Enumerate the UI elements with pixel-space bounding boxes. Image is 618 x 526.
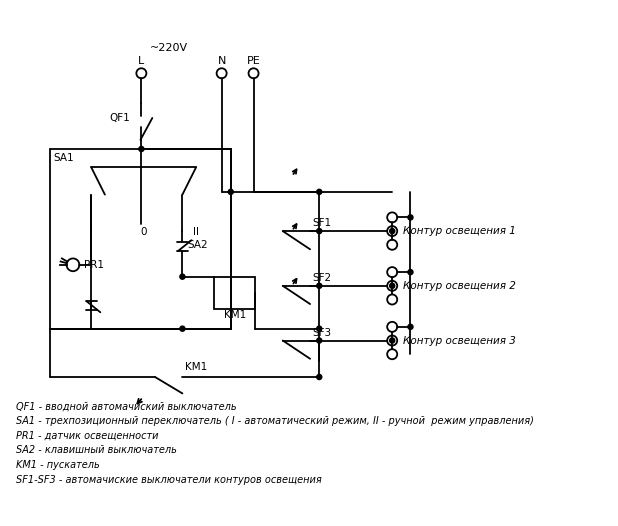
Circle shape — [389, 338, 395, 343]
Text: PR1 - датчик освещенности: PR1 - датчик освещенности — [17, 431, 159, 441]
Text: Контур освещения 3: Контур освещения 3 — [403, 336, 516, 346]
Text: N: N — [218, 56, 226, 66]
Text: SF1: SF1 — [312, 218, 331, 228]
Text: QF1: QF1 — [109, 113, 130, 123]
Circle shape — [180, 326, 185, 331]
Circle shape — [316, 283, 322, 288]
Text: SA2 - клавишный выключатель: SA2 - клавишный выключатель — [17, 446, 177, 456]
Text: Контур освещения 2: Контур освещения 2 — [403, 281, 516, 291]
Circle shape — [316, 375, 322, 380]
Text: SA2: SA2 — [187, 240, 208, 250]
Circle shape — [408, 269, 413, 275]
Circle shape — [408, 325, 413, 329]
Circle shape — [316, 326, 322, 331]
Circle shape — [389, 228, 395, 234]
Text: 0: 0 — [140, 227, 146, 237]
Text: Контур освещения 1: Контур освещения 1 — [403, 226, 516, 236]
Circle shape — [316, 189, 322, 195]
Text: SF1-SF3 - автомачиские выключатели контуров освещения: SF1-SF3 - автомачиские выключатели конту… — [17, 474, 322, 484]
Circle shape — [389, 283, 395, 288]
Circle shape — [228, 189, 234, 195]
Text: KM1: KM1 — [185, 362, 207, 372]
Text: PR1: PR1 — [84, 260, 104, 270]
Text: KM1 - пускатель: KM1 - пускатель — [17, 460, 100, 470]
Text: II: II — [193, 227, 199, 237]
Text: SA1 - трехпозиционный переключатель ( I - автоматический режим, II - ручной  реж: SA1 - трехпозиционный переключатель ( I … — [17, 416, 535, 426]
Bar — [50, 149, 231, 329]
Text: ~220V: ~220V — [150, 43, 188, 53]
Text: KM1: KM1 — [224, 310, 246, 320]
Text: PE: PE — [247, 56, 260, 66]
Circle shape — [316, 228, 322, 234]
Text: SF3: SF3 — [312, 328, 331, 338]
Circle shape — [408, 215, 413, 220]
Circle shape — [316, 338, 322, 343]
Circle shape — [180, 274, 185, 279]
Text: L: L — [138, 56, 145, 66]
Circle shape — [139, 146, 144, 151]
Text: SA1: SA1 — [53, 153, 74, 163]
Text: I: I — [90, 227, 93, 237]
Bar — [214, 277, 255, 309]
Text: QF1 - вводной автомачиский выключатель: QF1 - вводной автомачиский выключатель — [17, 402, 237, 412]
Text: SF2: SF2 — [312, 273, 331, 283]
